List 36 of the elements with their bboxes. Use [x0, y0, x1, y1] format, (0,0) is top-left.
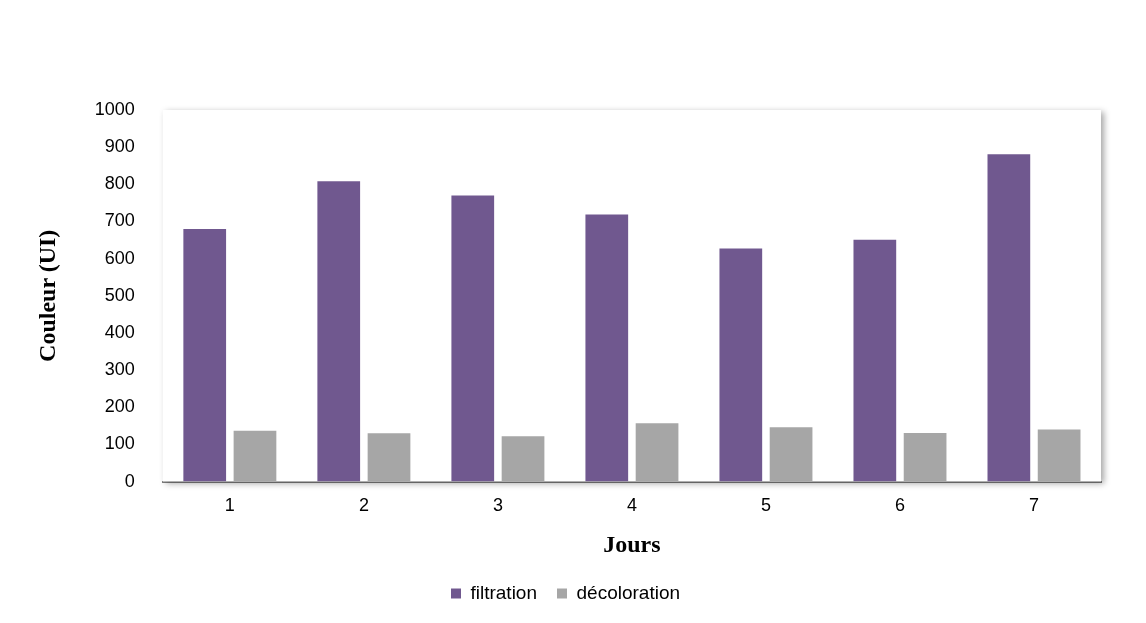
y-tick-label: 800	[104, 173, 135, 194]
x-tick-label: 3	[492, 495, 503, 516]
y-axis-title: Couleur (UI)	[33, 229, 60, 362]
y-tick-label: 900	[104, 136, 135, 157]
x-tick-label: 4	[626, 495, 637, 516]
bar	[1037, 429, 1081, 482]
bar	[585, 214, 629, 482]
y-tick-label: 400	[104, 321, 135, 342]
bar	[987, 154, 1031, 482]
x-tick-label: 1	[224, 495, 235, 516]
bar	[719, 248, 763, 482]
x-axis-title: Jours	[603, 530, 661, 557]
bar	[769, 427, 813, 482]
bar	[903, 432, 947, 482]
y-tick-label: 700	[104, 210, 135, 231]
y-tick-label: 0	[124, 470, 135, 491]
y-tick-label: 200	[104, 396, 135, 417]
legend-label: décoloration	[576, 581, 681, 603]
bar	[635, 423, 679, 482]
x-tick-label: 2	[358, 495, 369, 516]
x-tick-label: 5	[760, 495, 771, 516]
x-tick-label: 6	[894, 495, 905, 516]
bar	[451, 195, 495, 482]
y-tick-label: 100	[104, 433, 135, 454]
bar	[501, 436, 545, 482]
bar	[853, 239, 897, 482]
bar	[233, 430, 277, 482]
y-tick-label: 1000	[94, 98, 135, 119]
bar	[367, 433, 411, 482]
y-tick-label: 500	[104, 284, 135, 305]
x-tick-label: 7	[1028, 495, 1039, 516]
y-tick-label: 600	[104, 247, 135, 268]
bar	[317, 181, 361, 482]
y-tick-label: 300	[104, 359, 135, 380]
bar	[183, 228, 227, 482]
legend-label: filtration	[470, 581, 538, 603]
